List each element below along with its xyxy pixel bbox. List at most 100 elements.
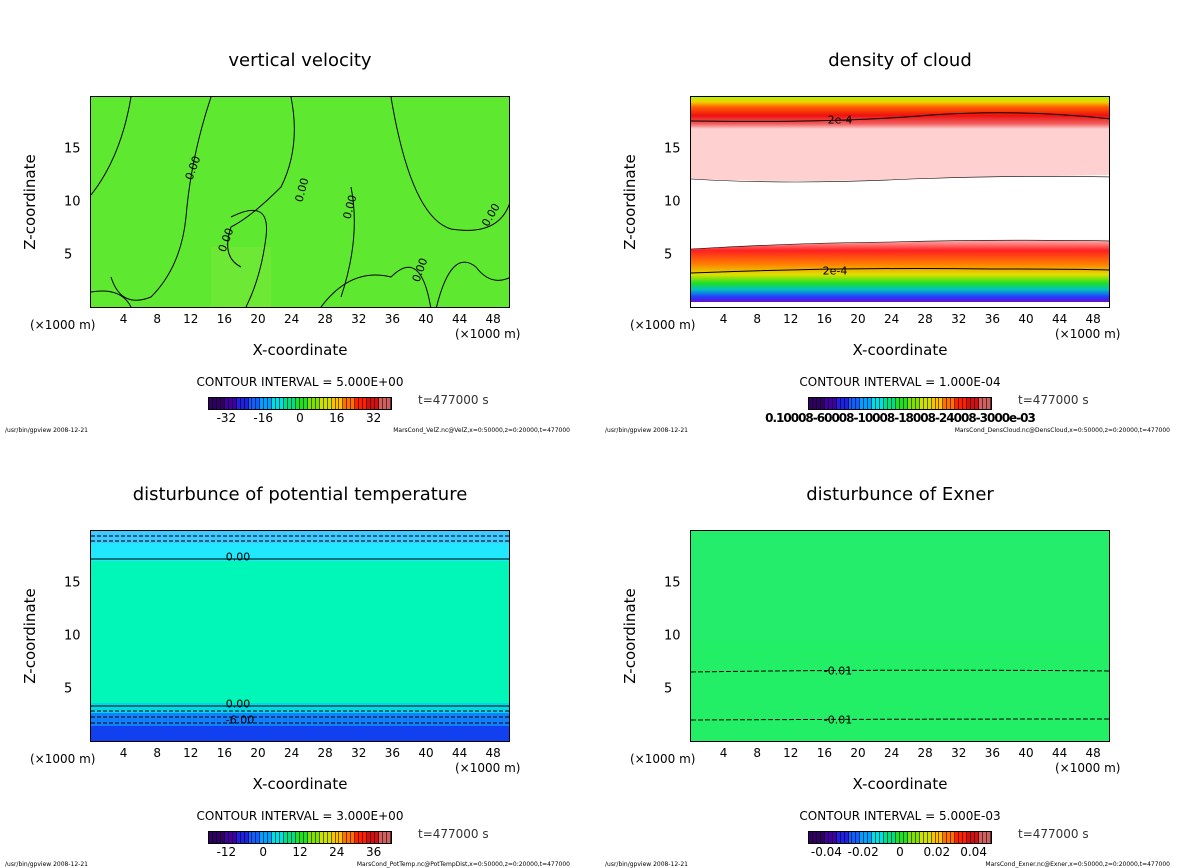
colorbar-swatch (371, 832, 376, 843)
x-tick-label: 16 (216, 312, 233, 326)
colorbar-swatch (955, 832, 960, 843)
x-tick-label: 12 (783, 312, 799, 326)
z-tick-label: 15 (64, 575, 81, 591)
colorbar-swatch (248, 398, 253, 409)
colorbar-swatch (899, 398, 904, 409)
colorbar-swatch (276, 398, 281, 409)
colorbar-swatch (307, 832, 312, 843)
x-tick-label: 44 (1051, 312, 1068, 326)
colorbar-swatch (272, 832, 277, 843)
colorbar-swatch (315, 398, 320, 409)
contour-label: 2e-4 (827, 113, 853, 127)
colorbar-swatch (212, 832, 217, 843)
colorbar-swatch (220, 832, 225, 843)
colorbar-swatch (209, 832, 213, 843)
x-tick-label: 32 (951, 312, 967, 326)
colorbar-swatch (339, 832, 344, 843)
colorbar-swatch (943, 398, 948, 409)
colorbar-swatch (260, 832, 265, 843)
z-tick-label: 15 (64, 141, 81, 157)
colorbar-swatch (276, 832, 281, 843)
colorbar-tick-label: -16 (253, 411, 273, 425)
x-tick-label: 48 (485, 312, 501, 326)
colorbar-swatch (386, 398, 391, 409)
colorbar-swatch (303, 398, 308, 409)
plot-area (690, 96, 1110, 308)
x-axis-label: X-coordinate (252, 341, 348, 359)
colorbar-swatch (264, 832, 269, 843)
plot-title: disturbunce of potential temperature (132, 484, 468, 505)
contour-label: 0.00 (225, 697, 251, 711)
colorbar-swatch (911, 398, 916, 409)
colorbar-swatch (959, 832, 964, 843)
colorbar-swatch (967, 398, 972, 409)
x-tick-label: 20 (250, 312, 266, 326)
colorbar-swatch (232, 832, 237, 843)
colorbar-swatch (947, 398, 952, 409)
contour-label: -6.00 (225, 713, 255, 727)
colorbar-swatch (872, 398, 877, 409)
colorbar-swatch (840, 832, 845, 843)
z-tick-label: 5 (664, 247, 673, 263)
colorbar-swatch (923, 832, 928, 843)
time-label: t=477000 s (418, 393, 489, 407)
footer-source: MarsCond_DensCloud.nc@DensCloud,x=0:5000… (954, 427, 1170, 434)
colorbar-swatch (943, 832, 948, 843)
colorbar-swatch (252, 832, 257, 843)
colorbar-swatch (963, 832, 968, 843)
colorbar-swatch (268, 398, 273, 409)
colorbar-swatch (836, 398, 841, 409)
colorbar-swatch (228, 832, 233, 843)
colorbar-swatch (292, 398, 296, 409)
x-tick-label: 48 (1085, 312, 1101, 326)
colorbar-swatch (982, 832, 987, 843)
x-unit-right: (×1000 m) (1055, 761, 1121, 775)
colorbar-swatch (864, 832, 869, 843)
colorbar-swatch (371, 398, 376, 409)
plot-area (90, 530, 510, 742)
colorbar-swatch (311, 832, 316, 843)
footer-program: /usr/bin/gpview 2008-12-21 (5, 427, 88, 434)
colorbar-tick-label: -0.02 (847, 845, 879, 859)
plot-panel-2: density of cloud 4 8 12 16 20 24 28 32 36 40 44 48 5 1… (600, 0, 1200, 434)
footer-program: /usr/bin/gpview 2008-12-21 (605, 427, 688, 434)
z-axis-label: Z-coordinate (21, 588, 39, 684)
colorbar-swatch (307, 398, 312, 409)
colorbar-swatch (288, 832, 293, 843)
colorbar-swatch (209, 398, 213, 409)
colorbar-swatch (935, 832, 940, 843)
x-tick-label: 8 (153, 746, 162, 760)
colorbar-swatch (323, 398, 328, 409)
colorbar-swatch (351, 398, 356, 409)
contour-interval: CONTOUR INTERVAL = 5.000E-03 (799, 809, 1001, 823)
x-tick-label: 28 (917, 312, 933, 326)
x-axis-label: X-coordinate (252, 775, 348, 793)
colorbar-swatch (355, 398, 360, 409)
plot-panel-1: vertical velocity 4 8 12 16 20 24 28 32 36 40 44 48 5… (0, 0, 600, 434)
colorbar-swatch (284, 398, 289, 409)
colorbar-swatch (244, 832, 249, 843)
colorbar-swatch (216, 398, 221, 409)
contour-interval: CONTOUR INTERVAL = 5.000E+00 (196, 375, 404, 389)
colorbar-swatch (884, 398, 889, 409)
colorbar-swatch (978, 398, 983, 409)
colorbar-swatch (228, 398, 233, 409)
colorbar-swatch (240, 832, 245, 843)
colorbar-swatch (347, 832, 352, 843)
colorbar-swatch (248, 832, 253, 843)
colorbar-swatch (939, 832, 944, 843)
z-tick-label: 5 (64, 681, 73, 697)
colorbar-swatch (327, 832, 332, 843)
z-axis-label: Z-coordinate (621, 588, 639, 684)
x-tick-label: 12 (783, 746, 799, 760)
colorbar-swatch (888, 398, 893, 409)
colorbar-swatch (947, 832, 952, 843)
colorbar-tick-label: 24 (329, 845, 345, 859)
colorbar-swatch (951, 398, 956, 409)
colorbar-swatch (919, 398, 924, 409)
colorbar-swatch (864, 398, 869, 409)
colorbar-swatch (343, 398, 348, 409)
colorbar-swatch (812, 398, 817, 409)
x-tick-label: 32 (351, 312, 367, 326)
colorbar-swatch (903, 398, 908, 409)
